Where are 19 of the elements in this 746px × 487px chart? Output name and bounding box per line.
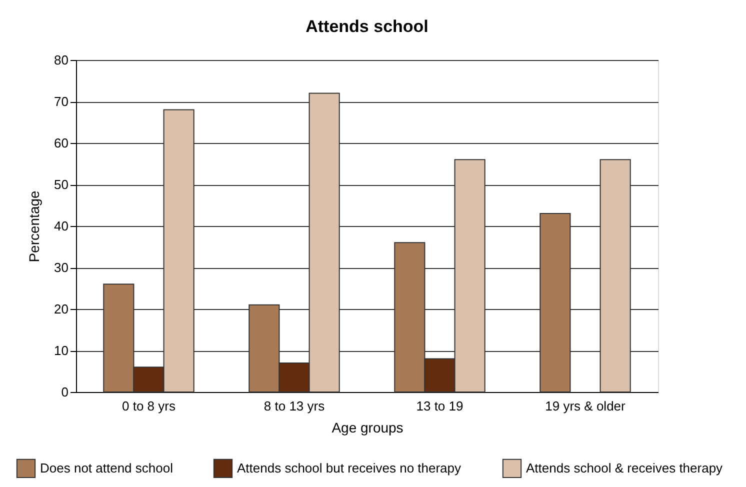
x-tick-label: 19 yrs & older	[545, 398, 626, 414]
legend-label: Attends school & receives therapy	[526, 460, 724, 476]
x-tick-label: 0 to 8 yrs	[122, 398, 176, 414]
y-tick-label: 20	[54, 302, 68, 316]
legend-label: Does not attend school	[40, 460, 174, 476]
y-tick-label: 60	[54, 136, 68, 150]
x-tick-label: 8 to 13 yrs	[264, 398, 326, 414]
y-tick-label: 50	[54, 177, 68, 192]
y-tick-label: 0	[61, 384, 68, 400]
y-axis-title: Percentage	[26, 190, 42, 262]
y-tick-label: 10	[54, 343, 68, 358]
legend-label: Attends school but receives no therapy	[237, 460, 462, 476]
y-tick-label: 40	[54, 218, 68, 234]
chart-title: Attends school	[306, 17, 428, 36]
y-tick-label: 30	[54, 260, 68, 275]
x-axis-title: Age groups	[332, 420, 404, 436]
y-tick-label: 80	[54, 52, 68, 68]
y-tick-label: 70	[54, 94, 68, 109]
x-tick-label: 13 to 19	[416, 398, 464, 414]
